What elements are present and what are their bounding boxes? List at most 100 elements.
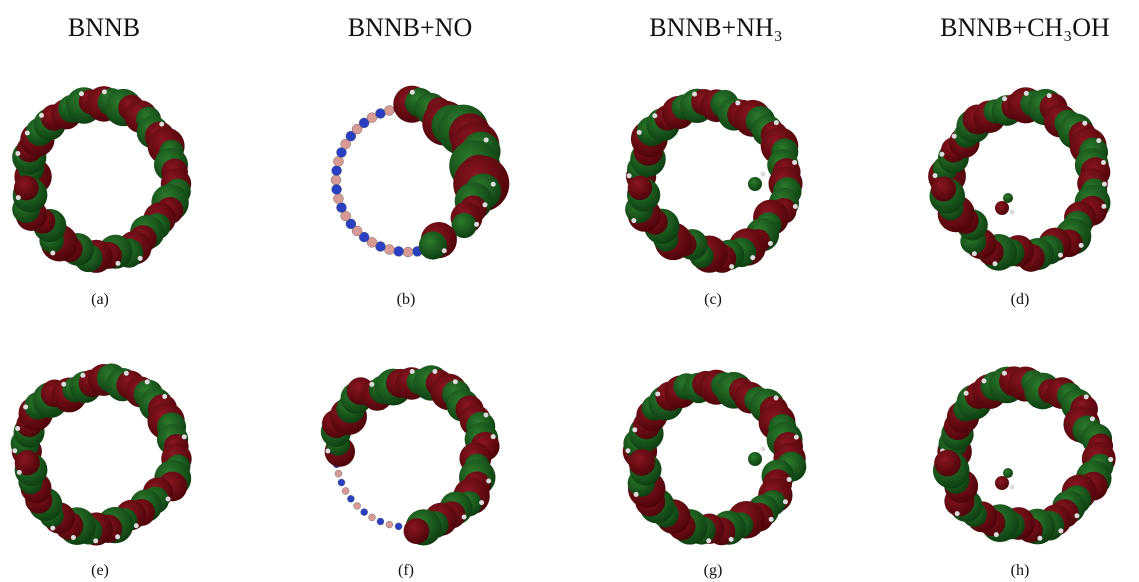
orbital-panel — [928, 87, 1110, 272]
hydrogen — [486, 479, 491, 484]
orbital-panel — [623, 370, 807, 546]
hydrogen — [15, 151, 20, 156]
hydrogen — [1024, 91, 1029, 96]
hydrogen — [115, 534, 120, 539]
panel-label: (d) — [1011, 291, 1030, 308]
hydrogen — [15, 426, 20, 431]
hydrogen — [652, 113, 657, 118]
hydrogen — [769, 517, 774, 522]
hydrogen — [1010, 210, 1015, 215]
hydrogen — [23, 404, 28, 409]
hydrogen — [1102, 182, 1107, 187]
hydrogen — [768, 241, 773, 246]
hydrogen — [787, 477, 792, 482]
molecule-lobe — [995, 476, 1009, 490]
hydrogen — [1084, 394, 1089, 399]
hydrogen — [750, 255, 755, 260]
hydrogen — [159, 122, 164, 127]
hydrogen — [93, 538, 98, 543]
hydrogen — [1037, 536, 1042, 541]
atom — [335, 470, 342, 477]
hydrogen — [71, 535, 76, 540]
hydrogen — [706, 538, 711, 543]
lobe — [934, 450, 961, 477]
lobe — [629, 449, 656, 476]
atom — [332, 184, 342, 194]
hydrogen — [783, 499, 788, 504]
hydrogen — [50, 526, 55, 531]
atom — [403, 247, 413, 257]
hydrogen — [631, 218, 636, 223]
hydrogen — [1101, 160, 1106, 165]
atom — [377, 518, 384, 525]
hydrogen — [12, 448, 17, 453]
hydrogen — [794, 435, 799, 440]
hydrogen — [933, 173, 938, 178]
lobe — [628, 176, 652, 200]
lobe — [931, 176, 956, 201]
hydrogen — [442, 248, 447, 253]
column-header: BNNB+NH₃ — [649, 13, 783, 42]
hydrogen — [50, 251, 55, 256]
panel-label: (b) — [397, 291, 416, 308]
hydrogen — [484, 137, 489, 142]
atom — [333, 156, 343, 166]
hydrogen — [162, 394, 167, 399]
orbital-panel — [11, 363, 192, 545]
figure: BNNB BNNB+NO BNNB+NH₃ BNNB+CH₃OH (a) (b)… — [0, 0, 1139, 582]
atom — [361, 509, 368, 516]
atom — [384, 105, 394, 115]
hydrogen — [462, 514, 467, 519]
hydrogen — [632, 427, 637, 432]
hydrogen — [17, 470, 22, 475]
hydrogen — [729, 537, 734, 542]
hydrogen — [655, 391, 660, 396]
hydrogen — [25, 131, 30, 136]
hydrogen — [410, 90, 415, 95]
orbital-panel — [625, 89, 802, 273]
hydrogen — [453, 379, 458, 384]
hydrogen — [637, 130, 642, 135]
hydrogen — [1101, 204, 1106, 209]
hydrogen — [625, 448, 630, 453]
hydrogen — [972, 251, 977, 256]
lobe — [404, 518, 430, 544]
hydrogen — [729, 264, 734, 269]
atom — [332, 166, 342, 176]
hydrogen — [79, 91, 84, 96]
hydrogen — [735, 100, 740, 105]
hydrogen — [39, 113, 44, 118]
hydrogen — [994, 532, 999, 537]
atom — [338, 479, 345, 486]
lobe — [419, 231, 447, 259]
hydrogen — [115, 261, 120, 266]
hydrogen — [952, 134, 957, 139]
hydrogen — [491, 434, 496, 439]
atom — [347, 495, 354, 502]
hydrogen — [761, 447, 766, 452]
molecule-lobe — [748, 177, 762, 191]
hydrogen — [124, 371, 129, 376]
hydrogen — [964, 391, 969, 396]
hydrogen — [1082, 121, 1087, 126]
hydrogen — [482, 202, 487, 207]
column-header: BNNB+CH₃OH — [940, 13, 1110, 42]
atom — [331, 175, 341, 185]
atom — [386, 521, 393, 528]
atom — [354, 502, 361, 509]
hydrogen — [16, 195, 21, 200]
atom — [384, 245, 394, 255]
panel-label: (c) — [704, 291, 722, 308]
panel-label: (h) — [1011, 562, 1030, 579]
orbital-panel — [321, 365, 500, 545]
hydrogen — [182, 434, 187, 439]
panel-label: (f) — [398, 562, 414, 579]
hydrogen — [939, 152, 944, 157]
hydrogen — [410, 369, 415, 374]
hydrogen — [325, 448, 330, 453]
hydrogen — [692, 92, 697, 97]
panel-label: (e) — [91, 562, 109, 579]
molecule-lobe — [748, 452, 762, 466]
hydrogen — [166, 496, 171, 501]
orbital-panel — [331, 86, 509, 260]
